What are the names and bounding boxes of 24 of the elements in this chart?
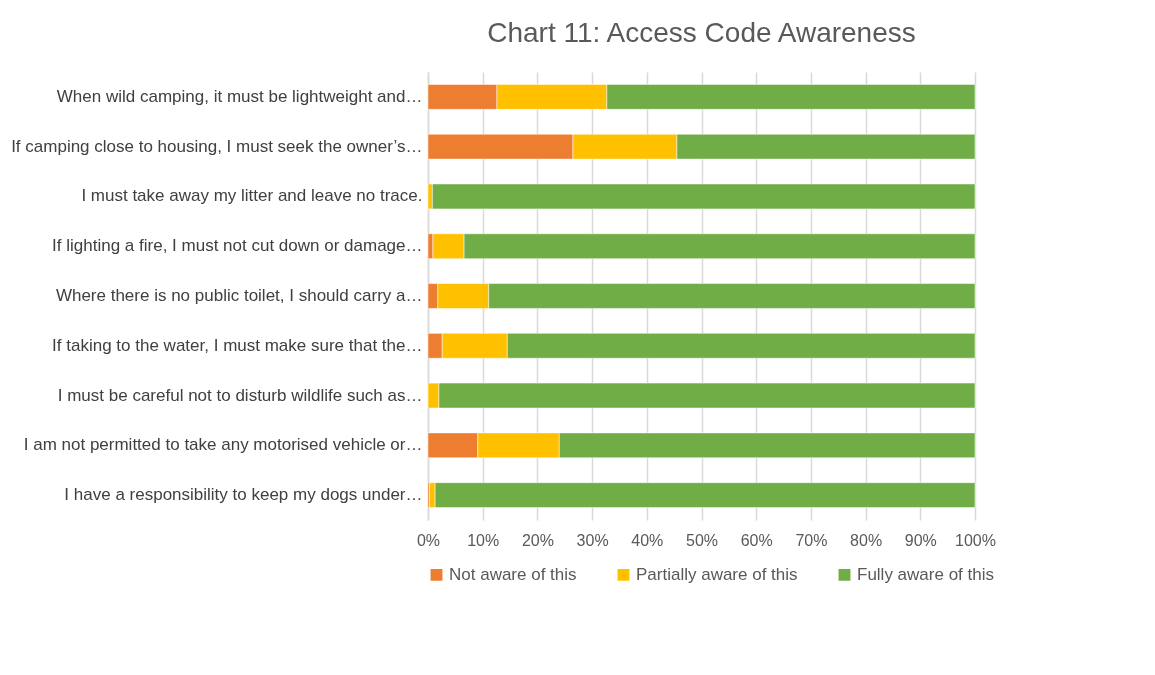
x-tick-label: 30%	[576, 531, 609, 549]
y-tick-label: If lighting a fire, I must not cut down or damage…	[52, 236, 423, 256]
y-tick-label: I have a responsibility to keep my dogs under…	[64, 485, 423, 505]
x-tick-label: 40%	[631, 531, 664, 549]
x-tick-label: 90%	[904, 531, 937, 549]
x-tick-label: 70%	[795, 531, 828, 549]
x-tick-label: 50%	[685, 531, 719, 549]
y-tick-label: Where there is no public toilet, I should carry a…	[55, 286, 423, 305]
y-tick-label: When wild camping, it must be lightweight and…	[56, 86, 423, 106]
chart-title: Chart 11: Access Code Awareness	[487, 17, 916, 48]
y-tick-label: I am not permitted to take any motorised vehicle or…	[23, 435, 423, 455]
legend-label: Not aware of this	[449, 564, 577, 584]
legend-label: Partially aware of this	[636, 564, 798, 584]
y-tick-label: I must be careful not to disturb wildlife such as…	[57, 385, 423, 405]
x-tick-label: 10%	[467, 531, 500, 549]
x-tick-label: 0%	[416, 531, 441, 549]
y-tick-label: If taking to the water, I must make sure that the…	[52, 335, 423, 355]
x-tick-label: 20%	[521, 531, 554, 549]
x-tick-label: 80%	[850, 531, 883, 549]
y-tick-label: I must take away my litter and leave no trace.	[81, 186, 423, 206]
legend-label: Fully aware of this	[857, 564, 994, 584]
x-tick-label: 60%	[740, 531, 773, 549]
y-tick-label: If camping close to housing, I must seek the owner’s…	[11, 136, 423, 156]
x-tick-label: 100%	[955, 531, 996, 549]
